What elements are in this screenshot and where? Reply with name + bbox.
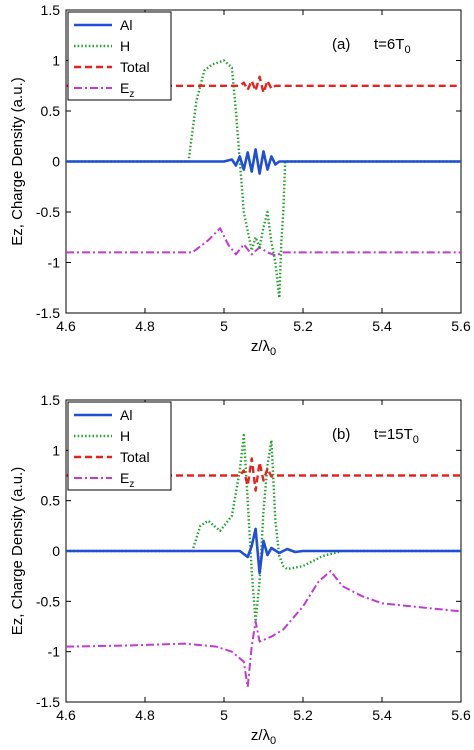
y-tick-label: 0.5 xyxy=(41,493,61,509)
x-tick-label: 5.2 xyxy=(293,318,313,334)
legend-label-h: H xyxy=(120,38,130,54)
series-line-ez xyxy=(66,570,461,688)
x-tick-label: 5 xyxy=(220,318,228,334)
y-tick-label: 0.5 xyxy=(41,103,61,119)
y-tick-label: 1.5 xyxy=(41,392,61,408)
time-annotation-subscript: 0 xyxy=(413,434,419,446)
series-line-al xyxy=(66,148,461,175)
legend-label-ez: Ez xyxy=(120,470,134,490)
panel-label: (b) xyxy=(332,426,350,443)
legend-label-total: Total xyxy=(120,59,150,75)
time-annotation: t=6T0 xyxy=(374,36,411,56)
x-tick-label: 4.6 xyxy=(56,318,76,334)
legend-label-al: Al xyxy=(120,17,132,33)
x-tick-label: 4.8 xyxy=(135,318,155,334)
y-tick-label: 0 xyxy=(52,154,60,170)
y-tick-label: 0 xyxy=(52,543,60,559)
series-line-al xyxy=(66,527,461,575)
chart-panel-2: 4.6 4.8 5 5.2 5.4 5.61.510.50-0.5-1-1.5z/λ0Ez… xyxy=(9,392,471,747)
y-tick-label: -0.5 xyxy=(36,593,60,609)
y-tick-label: -1.5 xyxy=(36,305,60,321)
y-tick-label: 1 xyxy=(52,53,60,69)
legend-box xyxy=(67,401,172,491)
x-tick-label: 5.2 xyxy=(293,707,313,723)
time-annotation: t=15T0 xyxy=(374,426,419,446)
x-tick-label: 5.4 xyxy=(372,707,392,723)
chart-panel-1: 4.6 4.8 5 5.2 5.4 5.61.510.50-0.5-1-1.5z/λ0Ez… xyxy=(9,2,471,358)
y-tick-label: -1 xyxy=(48,255,61,271)
series-line-total xyxy=(66,457,461,492)
x-tick-label: 5.4 xyxy=(372,318,392,334)
x-tick-label: 4.6 xyxy=(56,707,76,723)
legend-label-ez: Ez xyxy=(120,80,134,100)
x-axis-label-main: z/λ xyxy=(251,338,271,355)
panel-label: (a) xyxy=(332,36,350,53)
x-axis-label-main: z/λ xyxy=(251,727,271,744)
legend-label-h: H xyxy=(120,428,130,444)
x-axis-label-subscript: 0 xyxy=(270,735,276,747)
time-annotation-subscript: 0 xyxy=(404,44,410,56)
legend-box xyxy=(67,11,172,101)
y-tick-label: -1 xyxy=(48,644,61,660)
x-tick-label: 4.8 xyxy=(135,707,155,723)
x-axis-label: z/λ0 xyxy=(251,727,276,747)
y-axis-label: Ez, Charge Density (a.u.) xyxy=(9,77,26,245)
y-tick-label: 1 xyxy=(52,442,60,458)
x-axis-label: z/λ0 xyxy=(251,338,276,358)
time-annotation-main: t=15T xyxy=(374,426,413,443)
y-axis-label: Ez, Charge Density (a.u.) xyxy=(9,467,26,635)
legend-label-total: Total xyxy=(120,449,150,465)
x-tick-label: 5.6 xyxy=(451,318,471,334)
x-tick-label: 5 xyxy=(220,707,228,723)
x-tick-label: 5.6 xyxy=(451,707,471,723)
legend-label-ez-main: E xyxy=(120,470,129,486)
series-line-ez xyxy=(66,227,461,257)
time-annotation-main: t=6T xyxy=(374,36,404,53)
x-axis-label-subscript: 0 xyxy=(270,346,276,358)
y-tick-label: -0.5 xyxy=(36,204,60,220)
legend-label-ez-main: E xyxy=(120,80,129,96)
legend-label-ez-subscript: z xyxy=(129,479,134,490)
y-tick-label: 1.5 xyxy=(41,2,61,18)
y-tick-label: -1.5 xyxy=(36,694,60,710)
legend-label-ez-subscript: z xyxy=(129,89,134,100)
legend-label-al: Al xyxy=(120,407,132,423)
series-line-total xyxy=(66,75,461,94)
